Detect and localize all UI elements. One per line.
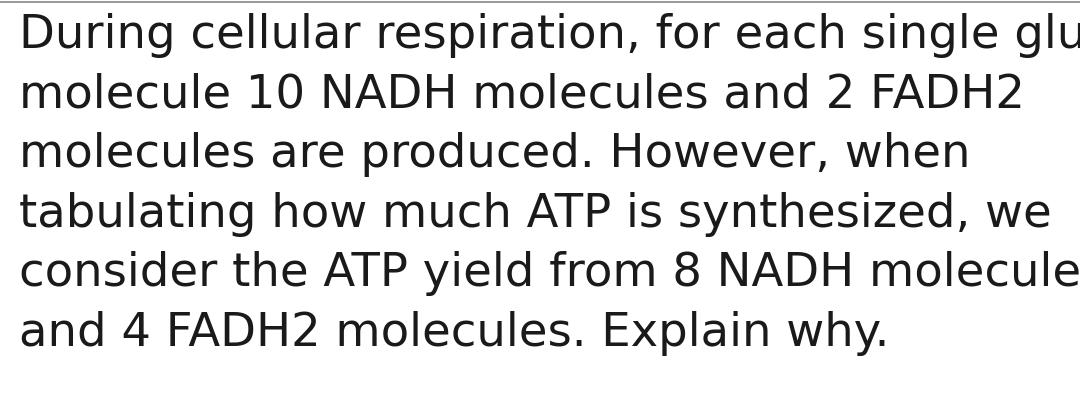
Text: During cellular respiration, for each single glucose
molecule 10 NADH molecules : During cellular respiration, for each si… — [19, 13, 1080, 356]
